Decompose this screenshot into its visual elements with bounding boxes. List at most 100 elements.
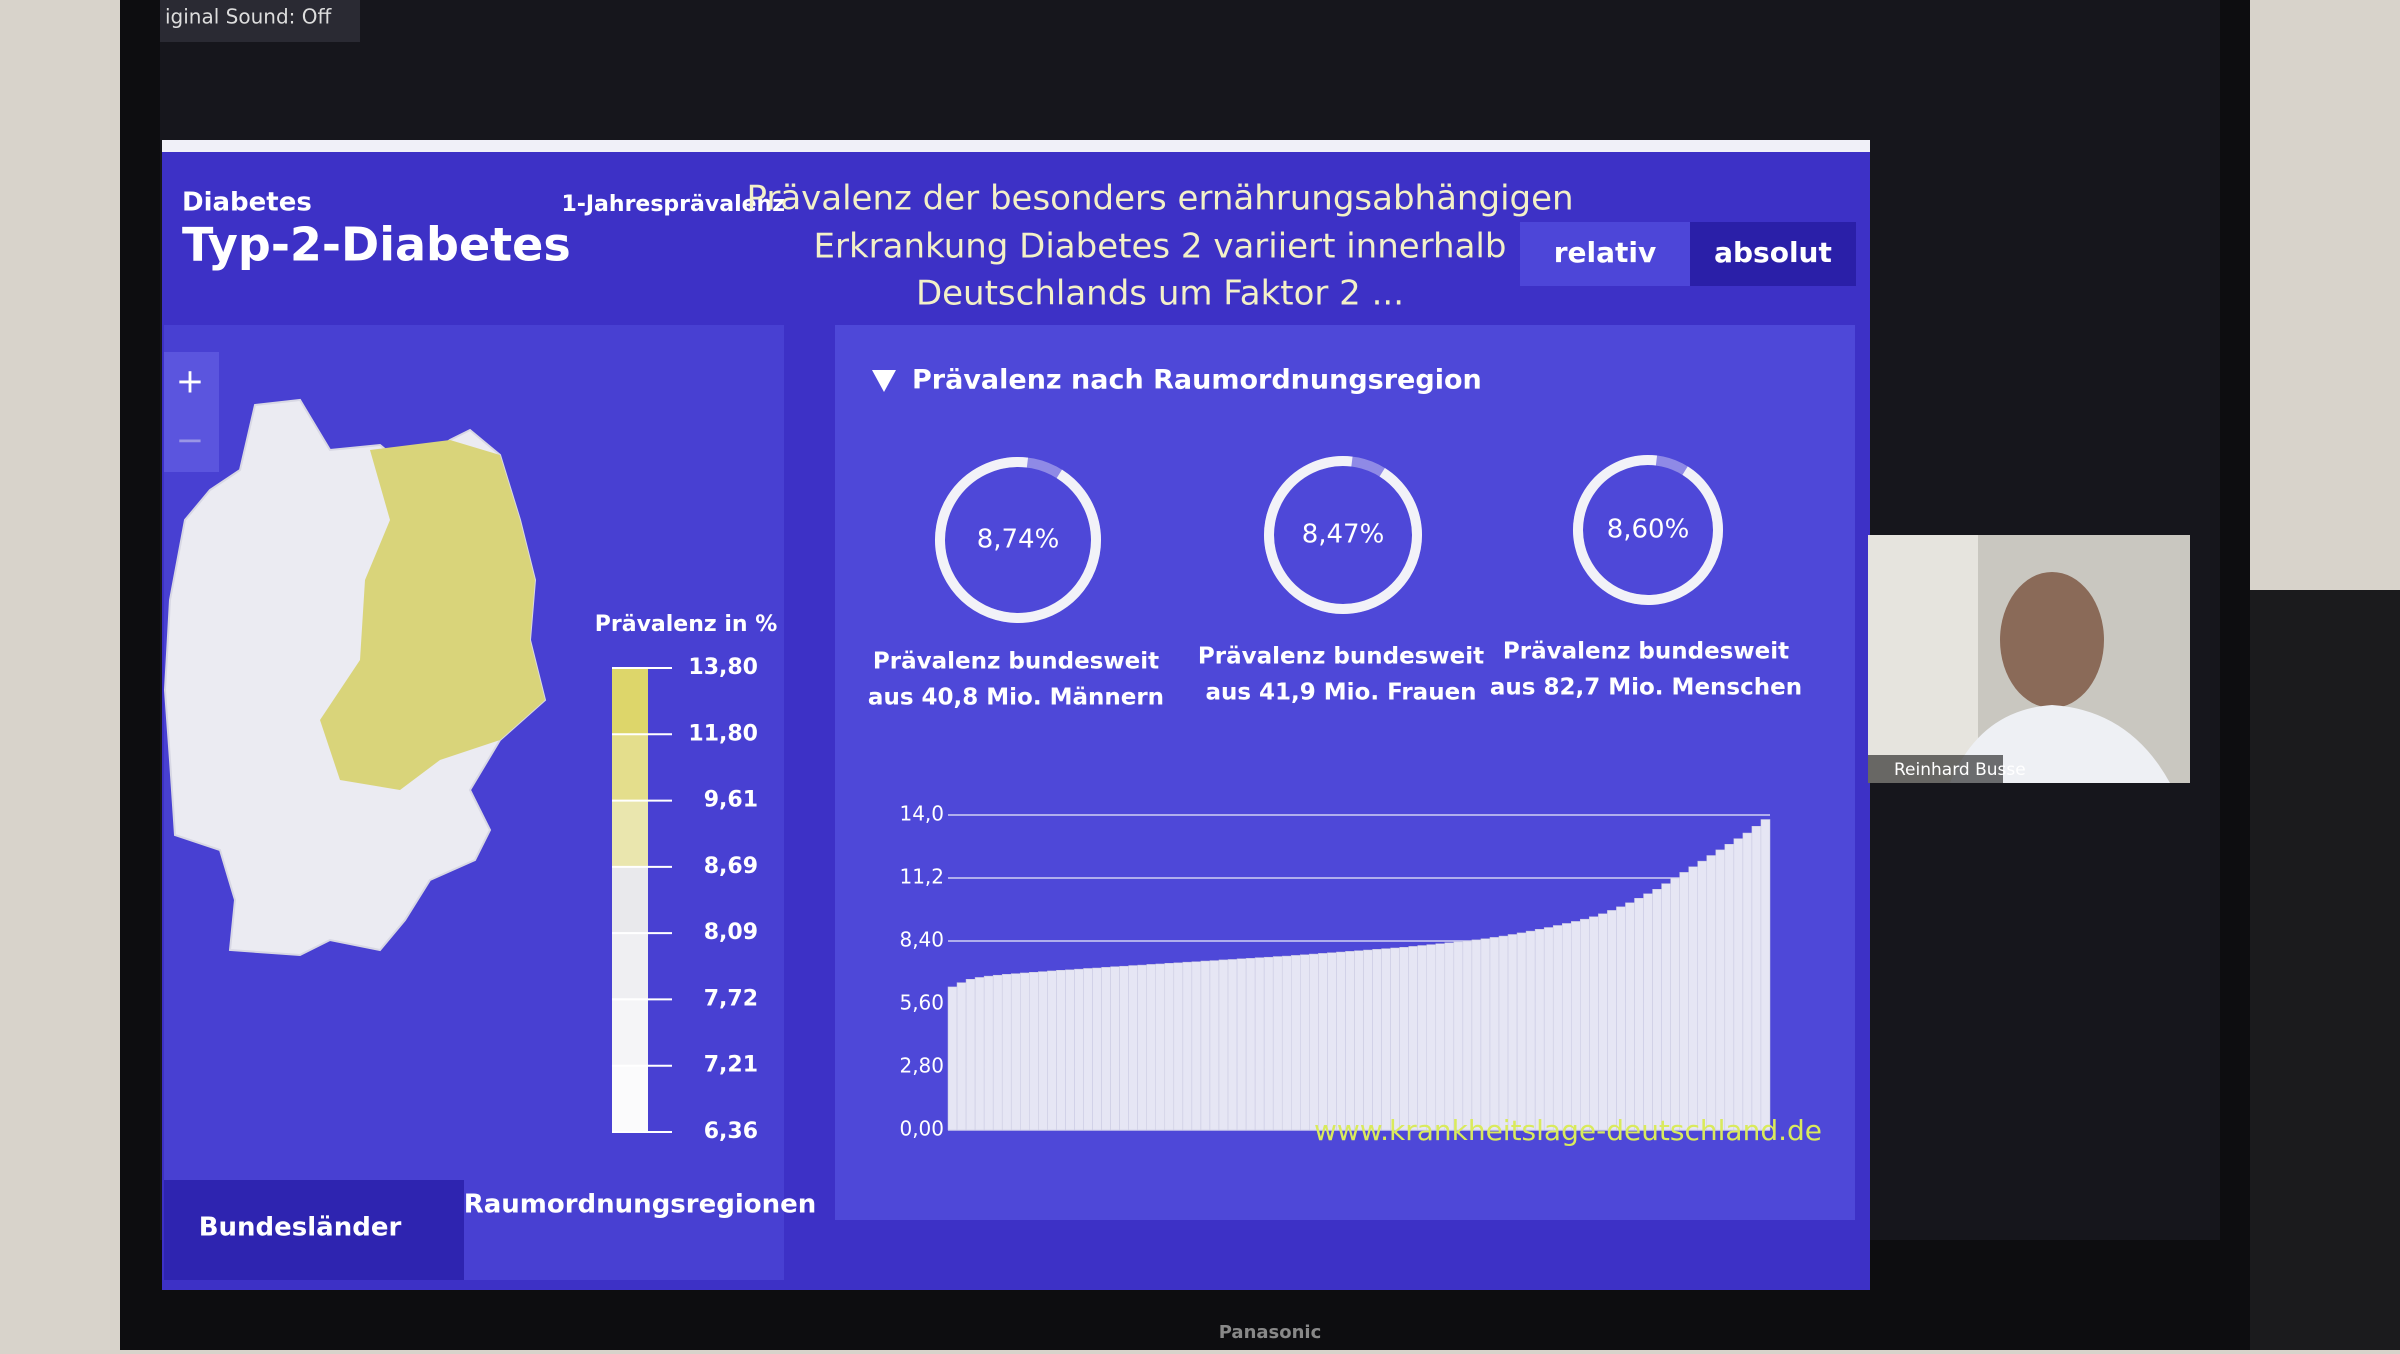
bar xyxy=(1164,963,1175,1131)
dashboard-top xyxy=(162,140,1870,152)
y-tick-label: 11,2 xyxy=(899,865,944,889)
bar xyxy=(1697,860,1708,1131)
legend-band xyxy=(612,734,648,800)
bar xyxy=(1010,973,1021,1131)
headline: Erkrankung Diabetes 2 variiert innerhalb xyxy=(814,227,1507,267)
bar xyxy=(1561,923,1572,1131)
bar xyxy=(947,986,958,1131)
y-tick-label: 14,0 xyxy=(899,802,944,826)
bar xyxy=(1679,872,1689,1131)
bar xyxy=(1516,932,1527,1131)
bar xyxy=(1128,965,1138,1131)
legend-tick-label: 7,72 xyxy=(704,986,758,1011)
webcam-bg xyxy=(1868,535,1978,783)
headline: Deutschlands um Faktor 2 ... xyxy=(916,274,1404,314)
bar xyxy=(1354,950,1364,1131)
toggle-label: absolut xyxy=(1714,236,1832,269)
donut-caption: Prävalenz bundesweit xyxy=(1198,644,1484,670)
bar xyxy=(1399,947,1409,1131)
bar xyxy=(1173,962,1184,1131)
bar xyxy=(1218,959,1229,1131)
bar xyxy=(1471,939,1482,1131)
bar xyxy=(1625,902,1635,1131)
bar xyxy=(1408,946,1418,1131)
legend-band xyxy=(612,998,648,1065)
bar xyxy=(1525,930,1536,1131)
legend-tick-label: 13,80 xyxy=(688,655,758,680)
bar xyxy=(1589,916,1599,1131)
headline: Prävalenz der besonders ernährungsabhäng… xyxy=(746,179,1573,219)
y-tick-label: 0,00 xyxy=(899,1117,944,1141)
bar xyxy=(1363,949,1373,1131)
legend-tick-label: 11,80 xyxy=(688,721,758,746)
bar xyxy=(1300,954,1310,1131)
person-head xyxy=(2000,572,2104,708)
bar xyxy=(1598,913,1608,1131)
donut-label: 8,60% xyxy=(1607,515,1690,545)
bar xyxy=(1236,958,1247,1131)
bar xyxy=(1571,921,1581,1131)
collapse-icon[interactable] xyxy=(872,370,896,392)
bar xyxy=(1426,944,1437,1131)
zoom-out[interactable]: − xyxy=(176,421,205,461)
toggle-absolut[interactable] xyxy=(1690,222,1856,286)
bar xyxy=(1453,941,1464,1131)
bar xyxy=(1534,929,1545,1131)
bar xyxy=(1661,883,1671,1131)
person-body xyxy=(1950,705,2170,783)
panel-heading: Prävalenz nach Raumordnungsregion xyxy=(912,365,1482,396)
bar xyxy=(1254,957,1265,1131)
bar xyxy=(1056,970,1066,1131)
bar xyxy=(1020,972,1030,1131)
y-tick-label: 8,40 xyxy=(899,928,944,952)
y-tick-label: 5,60 xyxy=(899,991,944,1015)
url[interactable]: www.krankheitslage-deutschland.de xyxy=(1314,1114,1822,1147)
map-region-high[interactable] xyxy=(320,440,545,790)
donut-label: 8,74% xyxy=(977,525,1060,555)
bar xyxy=(992,974,1003,1131)
bar xyxy=(1191,961,1202,1131)
category: Diabetes xyxy=(182,188,312,218)
bar xyxy=(1345,951,1355,1131)
bar xyxy=(1065,969,1075,1131)
bar xyxy=(1092,967,1102,1131)
bar xyxy=(1417,945,1427,1131)
bar xyxy=(1146,964,1157,1131)
legend: 13,80 11,80 9,61 8,69 8,09 7,72 7,21 6,36 xyxy=(612,655,758,1144)
donuts: 8,74% Prävalenz bundesweit aus 40,8 Mio. M… xyxy=(868,455,1802,711)
legend-band xyxy=(612,866,648,932)
bar xyxy=(1462,940,1473,1131)
bar xyxy=(1155,963,1166,1131)
legend-tick-label: 8,09 xyxy=(704,920,758,945)
sound-label: iginal Sound: Off xyxy=(165,5,332,29)
toggle-relativ[interactable] xyxy=(1520,222,1690,286)
donut-caption: aus 40,8 Mio. Männern xyxy=(868,685,1164,711)
bar xyxy=(1101,967,1111,1131)
bar xyxy=(956,982,967,1131)
zoom-in[interactable]: + xyxy=(176,362,205,402)
bar xyxy=(1580,918,1590,1131)
bar xyxy=(1272,956,1283,1131)
legend-band xyxy=(612,932,648,998)
bar xyxy=(1281,955,1292,1131)
bar xyxy=(974,977,985,1131)
bar xyxy=(1327,952,1337,1131)
sound-button[interactable] xyxy=(160,0,360,42)
bar xyxy=(1552,925,1563,1131)
legend-tick-label: 6,36 xyxy=(704,1119,758,1144)
y-tick-label: 2,80 xyxy=(899,1054,944,1078)
tab-bundeslaender[interactable] xyxy=(164,1180,464,1280)
bar xyxy=(1444,942,1455,1131)
bar xyxy=(1227,959,1238,1131)
legend-band xyxy=(612,800,648,866)
bar xyxy=(1435,943,1446,1131)
bar xyxy=(965,979,976,1131)
bar xyxy=(1543,927,1554,1131)
bar xyxy=(1607,910,1617,1131)
bar xyxy=(1715,849,1726,1131)
bar xyxy=(1309,953,1319,1131)
bar xyxy=(1760,819,1771,1131)
donut-label: 8,47% xyxy=(1302,520,1385,550)
bar xyxy=(1119,965,1129,1131)
